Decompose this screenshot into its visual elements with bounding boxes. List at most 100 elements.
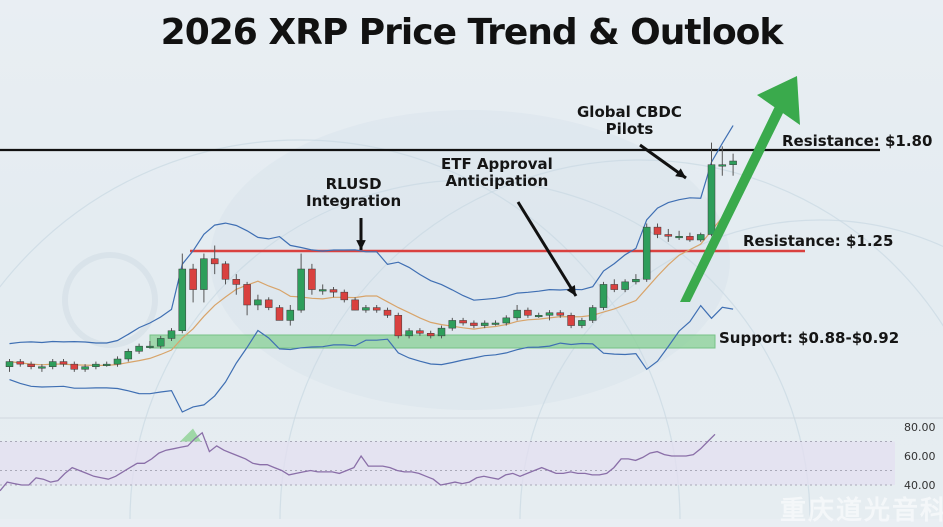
annotation-etf: ETF Approval Anticipation [441, 156, 553, 189]
annotation-cbdc-line2: Pilots [605, 119, 654, 138]
network-arc [129, 179, 811, 519]
candle [113, 356, 122, 367]
candle [502, 315, 511, 326]
candle [394, 312, 403, 339]
candle [675, 230, 683, 240]
candle [243, 281, 251, 316]
candle [264, 297, 273, 311]
candle [286, 305, 295, 326]
candle [524, 307, 532, 318]
dial-decoration [62, 252, 158, 348]
candle [470, 320, 478, 329]
candle [437, 325, 446, 339]
candle [599, 281, 608, 311]
candle [513, 305, 521, 321]
candle [578, 317, 586, 329]
candle [632, 274, 640, 285]
candle [383, 307, 392, 318]
candle [480, 320, 489, 329]
annotation-rlusd-line2: Integration [306, 191, 402, 210]
candle [254, 294, 262, 311]
candle [567, 312, 575, 329]
candle [686, 232, 694, 242]
candle [178, 253, 187, 334]
candle [621, 279, 629, 293]
candle [5, 359, 14, 372]
candle [426, 330, 435, 339]
candle [588, 305, 597, 323]
candle [146, 341, 154, 349]
candle [405, 328, 413, 339]
candle [232, 274, 241, 295]
candle [124, 348, 133, 362]
candle [545, 310, 554, 321]
candle [664, 228, 673, 242]
candle [448, 317, 457, 331]
candle [38, 364, 46, 372]
candle [556, 310, 565, 318]
candle [16, 359, 25, 367]
watermark: 重庆道光音科技 [780, 496, 943, 526]
annotation-rlusd: RLUSD Integration [306, 176, 401, 209]
candle [135, 343, 143, 354]
rsi-band [0, 441, 895, 485]
network-arc [519, 219, 943, 519]
etf-arrow-icon [516, 201, 578, 297]
candle [27, 361, 35, 370]
candle [297, 253, 305, 313]
candle [459, 317, 467, 326]
candle [48, 359, 57, 370]
annotation-rlusd-line1: RLUSD [325, 175, 382, 193]
rsi-tick-60: 60.00 [904, 450, 936, 463]
annotation-etf-line2: Anticipation [445, 171, 549, 190]
candle [340, 289, 349, 303]
resistance-high-label: Resistance: $1.80 [782, 132, 933, 150]
candle [718, 146, 727, 176]
candle [362, 305, 370, 313]
trend-up-arrow-icon [680, 76, 800, 302]
candle [156, 335, 165, 349]
candle [372, 305, 381, 313]
resistance-mid-label: Resistance: $1.25 [743, 232, 894, 250]
support-label: Support: $0.88-$0.92 [719, 329, 900, 347]
support-band [149, 334, 716, 349]
candle [318, 284, 327, 295]
candle [102, 361, 111, 367]
candle [416, 328, 424, 336]
candle [200, 253, 208, 303]
cbdc-arrow-icon [639, 143, 687, 180]
candle [491, 320, 500, 326]
moving-average [9, 208, 734, 366]
candle [329, 287, 338, 298]
network-arc [279, 159, 943, 519]
annotation-cbdc: Global CBDC Pilots [577, 104, 682, 137]
candle [210, 245, 219, 275]
bollinger-upper [9, 125, 734, 345]
bollinger-lower [9, 304, 734, 413]
candle [70, 361, 79, 372]
candle [92, 361, 100, 370]
candle [81, 364, 89, 372]
candle [167, 328, 176, 341]
candle [534, 312, 543, 318]
candle [189, 263, 197, 303]
annotation-cbdc-line1: Global CBDC [577, 103, 682, 121]
rsi-overbought-fill [180, 428, 201, 442]
network-arc [0, 139, 681, 519]
candle [59, 359, 68, 367]
candle [221, 261, 230, 285]
candle [696, 232, 705, 242]
rsi-tick-80: 80.00 [904, 421, 936, 434]
chart-title: 2026 XRP Price Trend & Outlook [160, 12, 784, 53]
candle [610, 279, 619, 293]
candle [653, 223, 662, 239]
rlusd-arrow-icon [356, 218, 366, 250]
rsi-line [0, 431, 716, 492]
candle [351, 297, 359, 311]
candle [642, 223, 651, 282]
annotation-etf-line1: ETF Approval [441, 155, 553, 173]
candle [308, 263, 316, 295]
candle [707, 142, 716, 237]
